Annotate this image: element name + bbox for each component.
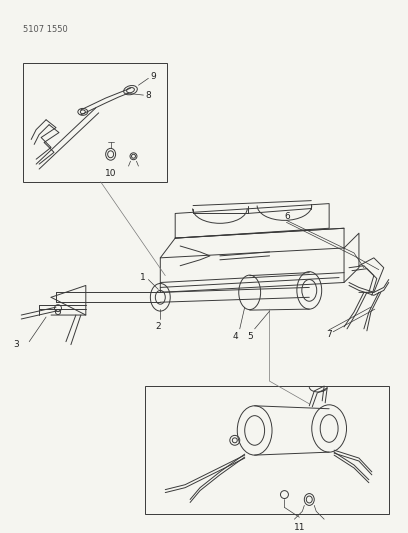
Text: 3: 3 [13,340,19,349]
Text: 6: 6 [284,212,290,221]
Text: 5: 5 [248,332,253,341]
Text: 11: 11 [295,523,306,531]
Text: 10: 10 [105,169,116,179]
Text: 8: 8 [145,91,151,100]
Text: 7: 7 [326,330,332,340]
Bar [145,386,389,514]
Bar [23,62,167,182]
Text: 2: 2 [155,322,161,332]
Text: 5107 1550: 5107 1550 [23,25,68,34]
Text: 4: 4 [233,332,238,341]
Text: 1: 1 [140,273,146,282]
Text: 9: 9 [151,72,156,81]
